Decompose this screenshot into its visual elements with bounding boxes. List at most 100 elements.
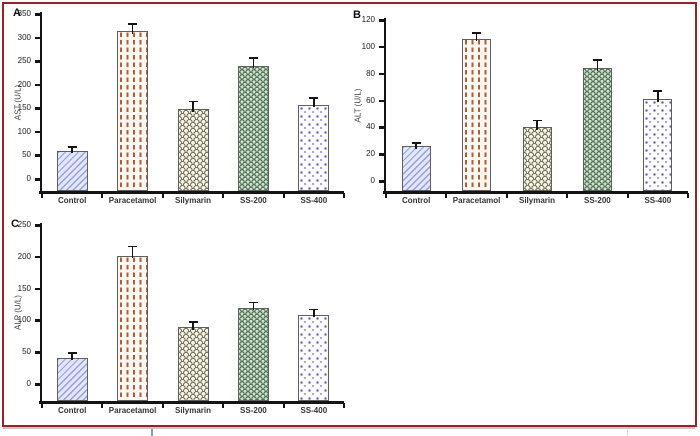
x-tickmark [101,193,104,198]
y-tick-label: 0 [26,379,31,388]
x-axis [383,191,688,194]
error-bar-stem-silymarin [536,120,538,130]
x-axis [39,191,344,194]
y-tick-label: 50 [22,347,31,357]
y-tick-label: 100 [17,126,31,136]
panel-letter-c: C [11,218,19,230]
y-tick-label: 250 [17,220,31,229]
bar-paracetamol [462,38,492,191]
y-tickmark [379,153,384,156]
error-bar-cap-control [67,145,77,148]
error-bar-cap-ss-400 [309,308,319,311]
y-tickmark [379,180,384,183]
panel-letter-a: A [13,7,21,19]
y-axis [39,223,42,404]
error-bar-stem-silymarin [192,322,194,330]
error-bar-cap-silymarin [532,119,542,122]
error-bar-cap-ss-400 [653,90,663,92]
y-tick-label: 40 [366,122,375,132]
x-tickmark [282,403,285,408]
y-tickmark [35,13,40,16]
y-tickmark [35,83,40,87]
x-tickmark [626,193,629,198]
category-label-paracetamol: Paracetamol [108,406,157,415]
error-bar-cap-ss-400 [309,96,319,99]
error-bar-cap-control [67,352,77,355]
y-tickmark [35,107,40,110]
y-tick-label: 300 [17,32,31,42]
error-bar-cap-silymarin [188,321,198,324]
bar-silymarin [177,327,209,401]
error-bar-stem-ss-400 [313,97,315,108]
bar-ss-400 [298,104,330,191]
x-tickmark [282,193,285,198]
category-label-ss-200: SS-200 [240,196,267,205]
y-tickmark [35,255,40,259]
category-label-control: Control [57,406,87,415]
bar-control [56,357,88,401]
category-label-paracetamol: Paracetamol [108,196,157,205]
error-bar-stem-control [71,146,73,154]
error-bar-stem-paracetamol [131,246,134,258]
error-bar-stem-paracetamol [131,23,134,34]
bar-paracetamol [117,31,149,191]
y-tick-label: 120 [361,15,375,24]
error-bar-stem-ss-400 [313,309,315,318]
error-bar-cap-paracetamol [472,32,482,35]
x-axis [39,401,344,404]
bar-ss-200 [237,65,269,191]
error-bar-cap-control [411,142,421,145]
error-bar-cap-silymarin [188,100,198,103]
y-tick-label: 20 [366,149,375,159]
bar-ss-200 [237,307,269,401]
y-tick-label: 0 [370,176,375,185]
x-tickmark [41,193,43,198]
bar-paracetamol [117,255,149,401]
y-tick-label: 250 [17,56,31,66]
y-tick-label: 150 [17,283,31,293]
error-bar-cap-ss-200 [592,59,602,62]
y-tickmark [35,130,40,134]
y-tickmark [379,45,384,49]
y-tick-label: 200 [17,251,31,261]
x-tickmark [222,403,225,408]
error-bar-stem-ss-200 [252,302,255,311]
error-bar-stem-paracetamol [475,33,478,42]
page-artifact-faint-line [627,430,628,436]
category-label-ss-400: SS-400 [300,406,328,415]
bar-ss-400 [298,314,330,401]
y-axis [39,12,42,194]
error-bar-stem-silymarin [192,101,194,112]
y-tick-label: 350 [17,9,31,18]
error-bar-stem-control [415,143,417,149]
category-label-ss-200: SS-200 [240,406,267,415]
bar-silymarin [177,109,209,191]
x-tickmark [161,193,164,198]
category-label-silymarin: Silymarin [174,406,211,415]
y-tickmark [35,178,40,181]
y-tick-label: 80 [366,68,375,78]
error-bar-stem-control [71,353,73,361]
y-tickmark [35,351,40,354]
y-tick-label: 100 [17,315,31,325]
panel-letter-b: B [353,9,361,21]
y-tick-label: 60 [366,95,375,105]
y-tickmark [35,287,40,291]
y-tick-label: 100 [361,41,375,51]
category-label-ss-400: SS-400 [300,196,328,205]
bar-control [56,150,88,191]
bar-silymarin [522,127,552,191]
y-tickmark [379,126,384,129]
border-shadow-line [3,427,695,429]
y-tickmark [35,36,40,40]
category-label-paracetamol: Paracetamol [452,196,501,205]
error-bar-cap-ss-200 [248,56,258,59]
y-tickmark [35,224,40,227]
y-tickmark [379,72,384,76]
page-artifact-blue-tick [151,429,153,436]
category-label-ss-400: SS-400 [644,196,672,205]
y-tickmark [35,154,40,157]
y-tickmark [35,319,40,322]
x-tickmark [385,193,387,198]
y-tick-label: 50 [22,150,31,160]
